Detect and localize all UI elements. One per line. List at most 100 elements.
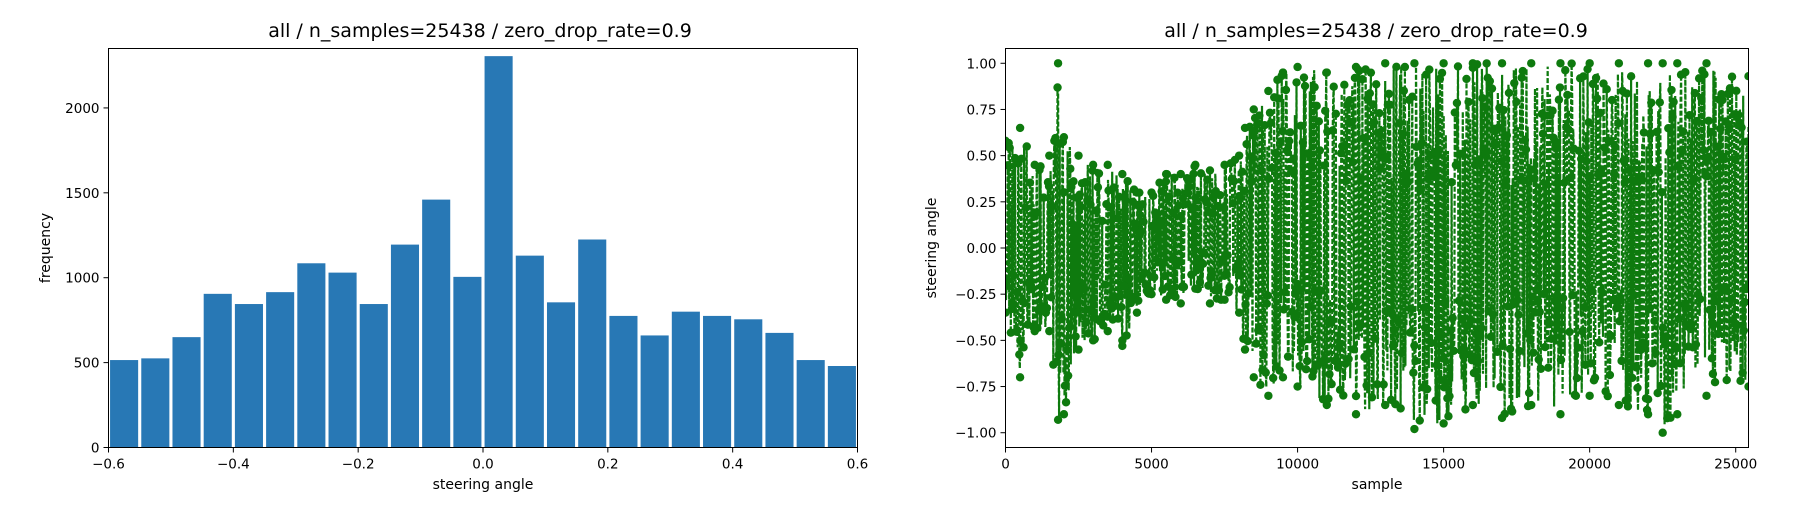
- steering-point: [1468, 59, 1478, 68]
- steering-point: [1364, 349, 1373, 358]
- steering-point: [1452, 98, 1462, 108]
- steering-point: [1492, 140, 1501, 149]
- steering-point: [1399, 86, 1409, 95]
- steering-point: [1449, 346, 1458, 355]
- steering-point: [1123, 177, 1132, 186]
- steering-point: [1405, 328, 1415, 337]
- steering-point: [1167, 284, 1176, 294]
- steering-point: [1668, 112, 1677, 122]
- steering-point: [1005, 281, 1011, 291]
- steering-point: [1666, 413, 1675, 422]
- steering-point: [1556, 410, 1565, 419]
- steering-point: [1710, 378, 1720, 387]
- steering-point: [1191, 160, 1200, 170]
- steering-point: [1225, 283, 1234, 292]
- steering-point: [1702, 391, 1711, 400]
- steering-point: [1652, 127, 1661, 137]
- steering-point: [1623, 402, 1633, 411]
- steering-point: [1410, 424, 1419, 434]
- steering-point: [1473, 356, 1483, 365]
- steering-point: [1265, 108, 1275, 117]
- steering-point: [1419, 303, 1429, 312]
- steering-point: [1088, 160, 1098, 170]
- steering-point: [1173, 188, 1182, 197]
- steering-point: [1392, 62, 1401, 72]
- steering-point: [1739, 326, 1748, 335]
- steering-point: [1397, 348, 1406, 358]
- steering-point: [1737, 123, 1746, 132]
- steering-point: [1307, 162, 1316, 172]
- steering-point: [1381, 59, 1390, 68]
- steering-point: [1555, 83, 1565, 92]
- steering-point: [1015, 373, 1025, 382]
- steering-point: [1351, 410, 1361, 419]
- steering-point: [1385, 100, 1395, 109]
- steering-point: [1249, 127, 1259, 136]
- steering-point: [1541, 180, 1551, 189]
- steering-point: [1319, 161, 1329, 170]
- steering-point: [1409, 368, 1418, 377]
- steering-point: [1609, 169, 1619, 179]
- steering-point: [1242, 139, 1251, 149]
- steering-point: [1025, 178, 1035, 187]
- steering-point: [1615, 316, 1624, 326]
- steering-point: [1264, 391, 1273, 400]
- steering-point: [1334, 342, 1344, 352]
- steering-point: [1521, 145, 1531, 154]
- steering-point: [1365, 89, 1375, 98]
- steering-point: [1084, 329, 1093, 338]
- steering-point: [1571, 391, 1581, 400]
- steering-point: [1586, 359, 1595, 368]
- steering-point: [1359, 133, 1368, 143]
- steering-point: [1249, 105, 1258, 114]
- steering-point: [1667, 85, 1676, 95]
- steering-point: [1139, 217, 1148, 226]
- steering-point: [1499, 105, 1508, 115]
- histogram-bar: [546, 302, 576, 448]
- steering-point: [1402, 170, 1412, 179]
- steering-point: [1293, 382, 1302, 391]
- steering-point: [1620, 178, 1629, 187]
- steering-point: [1208, 209, 1217, 218]
- steering-point: [1187, 270, 1196, 279]
- steering-point: [1451, 160, 1461, 170]
- histogram-bar: [297, 263, 326, 448]
- steering-point: [1507, 407, 1517, 416]
- steering-point: [1147, 289, 1156, 299]
- steering-point: [1342, 176, 1351, 186]
- steering-point: [1553, 178, 1563, 187]
- steering-point: [1446, 326, 1455, 335]
- steering-point: [1134, 296, 1143, 305]
- steering-point: [1703, 171, 1712, 181]
- steering-point: [1299, 73, 1309, 82]
- steering-point: [1633, 383, 1642, 393]
- histogram-bar: [734, 319, 763, 448]
- steering-point: [1434, 330, 1444, 340]
- steering-point: [1651, 348, 1660, 358]
- steering-point: [1482, 59, 1491, 68]
- steering-point: [1079, 285, 1089, 294]
- steering-point: [1441, 297, 1450, 306]
- steering-point: [1390, 326, 1399, 335]
- steering-point: [1304, 149, 1313, 158]
- histogram-bar: [640, 335, 669, 448]
- steering-point: [1488, 310, 1498, 319]
- steering-point: [1321, 106, 1330, 116]
- steering-point: [1572, 373, 1582, 383]
- line-x-tick-label: 5000: [1134, 457, 1168, 473]
- steering-point: [1053, 415, 1063, 424]
- steering-point: [1336, 149, 1346, 158]
- steering-point: [1533, 296, 1542, 305]
- steering-point: [1376, 163, 1385, 173]
- steering-point: [1714, 329, 1723, 339]
- steering-point: [1744, 382, 1749, 391]
- steering-point: [1585, 172, 1594, 181]
- histogram-x-tick-label: −0.4: [217, 457, 250, 473]
- steering-point: [1109, 183, 1119, 192]
- steering-point: [1074, 151, 1083, 160]
- steering-point: [1718, 95, 1727, 105]
- steering-point: [1650, 316, 1659, 326]
- steering-point: [1257, 166, 1266, 176]
- steering-point: [1614, 400, 1624, 410]
- steering-point: [1159, 258, 1168, 268]
